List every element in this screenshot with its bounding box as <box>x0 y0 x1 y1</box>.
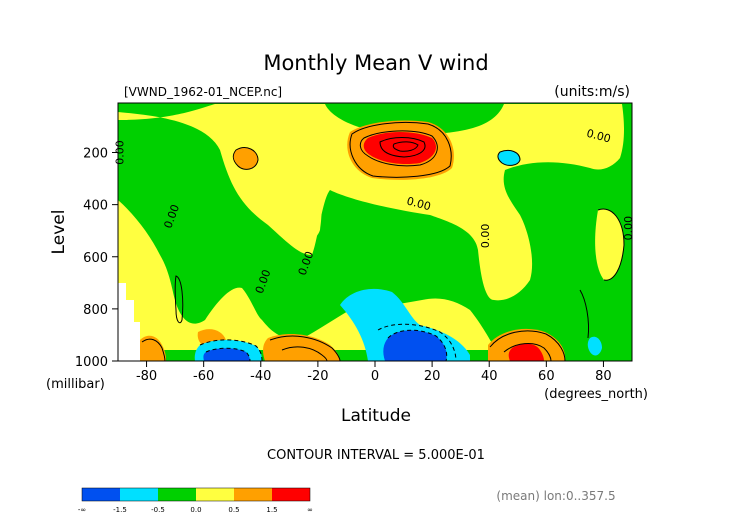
plot-area: 0.000.000.00 0.000.00 0.000.000.00 <box>114 102 635 362</box>
x-axis: -80 -60 -40 -20 0 20 40 60 80 <box>136 361 612 384</box>
y-tick-label: 400 <box>83 199 108 214</box>
blue-region <box>203 348 250 361</box>
colorbar-swatch <box>234 488 272 501</box>
x-axis-unit: (degrees_north) <box>544 387 648 402</box>
cyan-region <box>497 150 520 166</box>
y-axis: 200 400 600 800 1000 <box>75 147 118 370</box>
colorbar-label: -1.5 <box>113 506 127 514</box>
x-tick-label: -20 <box>307 369 328 384</box>
x-tick-label: -40 <box>250 369 271 384</box>
colorbar-swatch <box>272 488 310 501</box>
x-tick-label: -80 <box>136 369 157 384</box>
red-region <box>508 343 544 361</box>
colorbar-label: 0.5 <box>228 506 239 514</box>
y-tick-label: 600 <box>83 251 108 266</box>
y-tick-label: 1000 <box>75 355 108 370</box>
mean-note: (mean) lon:0..357.5 <box>496 489 615 503</box>
x-tick-label: 80 <box>595 369 612 384</box>
negative-contour-lines <box>199 323 457 362</box>
y-axis-unit: (millibar) <box>46 377 105 392</box>
x-tick-label: 40 <box>481 369 498 384</box>
y-tick-label: 200 <box>83 147 108 162</box>
contour-interval-text: CONTOUR INTERVAL = 5.000E-01 <box>267 448 485 463</box>
x-tick-label: 0 <box>371 369 379 384</box>
orange-region <box>233 147 258 170</box>
colorbar-label: -∞ <box>78 506 86 514</box>
y-axis-label: Level <box>49 210 69 255</box>
contour-label: 0.00 <box>622 216 635 241</box>
positive-region <box>296 179 322 239</box>
colorbar-swatch <box>82 488 120 501</box>
file-label: [VWND_1962-01_NCEP.nc] <box>124 85 282 99</box>
units-label: (units:m/s) <box>554 84 630 100</box>
x-tick-label: -60 <box>193 369 214 384</box>
colorbar: -∞ -1.5 -0.5 0.0 0.5 1.5 ∞ <box>78 487 313 514</box>
colorbar-label: 0.0 <box>190 506 201 514</box>
x-axis-label: Latitude <box>341 406 411 426</box>
colorbar-label: ∞ <box>307 506 313 514</box>
contour-labels: 0.000.000.00 0.000.00 0.000.000.00 <box>114 127 635 296</box>
contour-label: 0.00 <box>114 140 127 165</box>
cyan-region <box>587 336 602 356</box>
colorbar-label: 1.5 <box>266 506 277 514</box>
colorbar-swatch <box>196 488 234 501</box>
missing-data-region <box>118 283 140 361</box>
orange-region <box>138 335 166 361</box>
colorbar-frame <box>81 487 311 502</box>
contour-label: 0.00 <box>479 224 492 249</box>
colorbar-swatch <box>158 488 196 501</box>
x-tick-label: 60 <box>538 369 555 384</box>
chart-title: Monthly Mean V wind <box>263 51 488 75</box>
contour-lines <box>141 121 625 362</box>
colorbar-swatch <box>120 488 158 501</box>
contour-label: 0.00 <box>405 194 432 213</box>
positive-region <box>595 209 624 281</box>
contour-label: 0.00 <box>585 127 612 146</box>
y-tick-label: 800 <box>83 303 108 318</box>
x-tick-label: 20 <box>424 369 441 384</box>
blue-region <box>383 330 447 361</box>
colorbar-label: -0.5 <box>151 506 165 514</box>
